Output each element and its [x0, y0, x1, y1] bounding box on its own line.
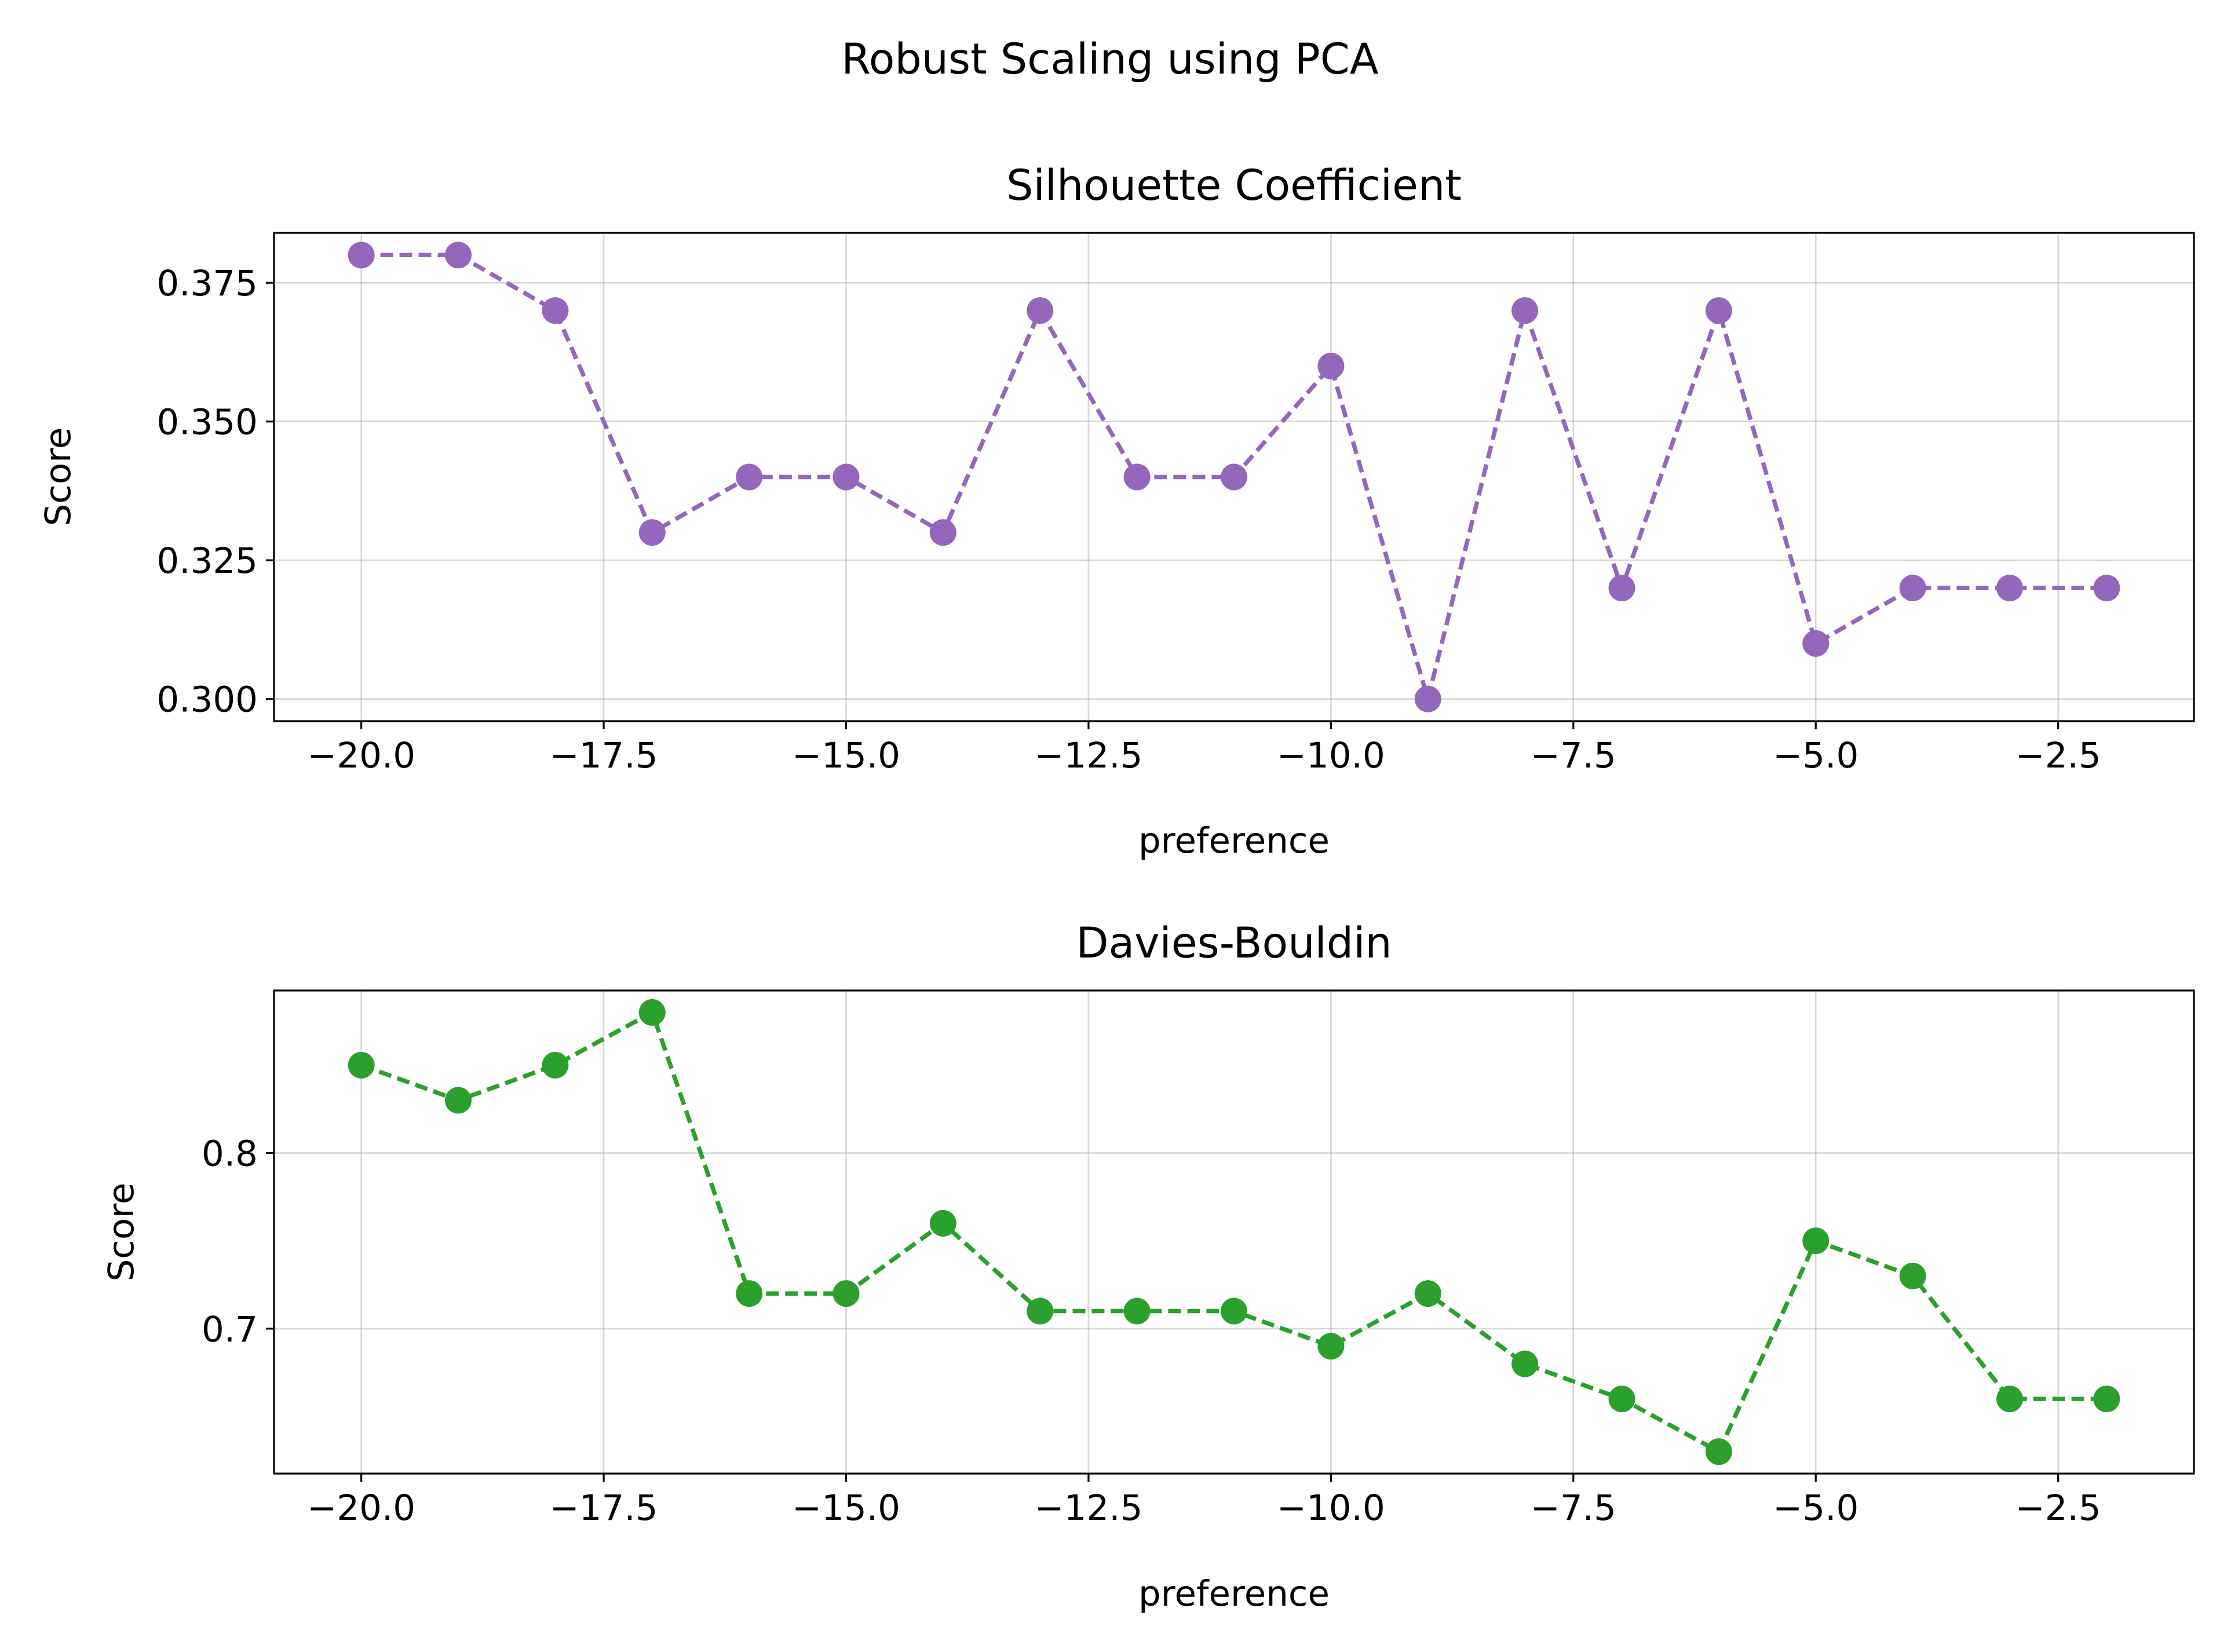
davies-bouldin-x-tick-label: −15.0 [792, 1487, 900, 1529]
davies-bouldin-plot-frame [273, 989, 2195, 1475]
silhouette-data-point [1899, 575, 1926, 602]
davies-bouldin-data-point [736, 1280, 763, 1307]
silhouette-data-point [638, 519, 666, 546]
silhouette-x-tick-label: −7.5 [1531, 735, 1616, 776]
davies-bouldin-data-point [1705, 1438, 1732, 1465]
silhouette-series [348, 242, 2120, 712]
davies-bouldin-data-point [1996, 1386, 2023, 1413]
davies-bouldin-data-point [1221, 1298, 1247, 1325]
davies-bouldin-series [348, 999, 2120, 1465]
figure-suptitle: Robust Scaling using PCA [841, 35, 1379, 84]
silhouette-data-point [1705, 297, 1732, 324]
silhouette-data-point [736, 463, 763, 491]
davies-bouldin-title: Davies-Bouldin [1076, 919, 1392, 968]
silhouette-data-point [1608, 575, 1635, 602]
silhouette-data-point [929, 519, 956, 546]
davies-bouldin-x-tick-label: −7.5 [1531, 1487, 1616, 1529]
silhouette-data-point [2093, 575, 2120, 602]
silhouette-x-axis: −20.0 −17.5 −15.0 −12.5 −10.0 −7.5 −5.0 −2.5 [307, 721, 2101, 776]
davies-bouldin-x-tick-label: −10.0 [1277, 1487, 1385, 1529]
silhouette-data-point [1317, 352, 1345, 379]
davies-bouldin-data-point [1414, 1280, 1441, 1307]
silhouette-x-tick-label: −15.0 [792, 735, 900, 776]
silhouette-x-tick-label: −12.5 [1034, 735, 1142, 776]
silhouette-data-point [1511, 297, 1539, 324]
silhouette-data-point [348, 242, 375, 269]
davies-bouldin-x-tick-label: −17.5 [550, 1487, 658, 1529]
silhouette-y-tick-label: 0.300 [156, 679, 258, 721]
silhouette-x-tick-label: −17.5 [550, 735, 658, 776]
davies-bouldin-data-point [2093, 1386, 2120, 1413]
silhouette-data-point [1996, 575, 2023, 602]
davies-bouldin-y-tick-label: 0.7 [202, 1309, 258, 1350]
silhouette-y-tick-label: 0.325 [156, 540, 258, 582]
silhouette-data-point [1221, 463, 1247, 491]
silhouette-x-tick-label: −5.0 [1773, 735, 1858, 776]
silhouette-data-point [1802, 630, 1830, 657]
davies-bouldin-data-point [542, 1051, 569, 1079]
davies-bouldin-grid [274, 991, 2194, 1474]
davies-bouldin-y-tick-label: 0.8 [202, 1134, 258, 1175]
davies-bouldin-data-point [1027, 1298, 1054, 1325]
silhouette-y-label: Score [38, 427, 79, 527]
silhouette-data-point [1414, 685, 1441, 712]
davies-bouldin-x-axis: −20.0 −17.5 −15.0 −12.5 −10.0 −7.5 −5.0 −2.5 [307, 1474, 2101, 1529]
davies-bouldin-data-point [348, 1051, 375, 1079]
silhouette-x-label: preference [1138, 820, 1330, 861]
davies-bouldin-x-tick-label: −12.5 [1034, 1487, 1142, 1529]
silhouette-subplot: Silhouette Coefficient −20.0 −17.5 −15.0 −1… [38, 161, 2195, 861]
silhouette-y-axis: 0.300 0.325 0.350 0.375 [156, 263, 274, 721]
davies-bouldin-data-point [832, 1280, 860, 1307]
davies-bouldin-data-point [929, 1209, 956, 1237]
silhouette-data-point [832, 463, 860, 491]
davies-bouldin-x-tick-label: −20.0 [307, 1487, 415, 1529]
silhouette-plot-frame [273, 232, 2195, 722]
silhouette-x-tick-label: −20.0 [307, 735, 415, 776]
davies-bouldin-data-point [1802, 1227, 1830, 1255]
silhouette-grid [274, 233, 2194, 721]
davies-bouldin-data-point [638, 999, 666, 1026]
davies-bouldin-data-point [1899, 1262, 1926, 1289]
davies-bouldin-data-point [445, 1087, 472, 1114]
silhouette-x-tick-label: −10.0 [1277, 735, 1385, 776]
silhouette-data-point [1123, 463, 1151, 491]
silhouette-title: Silhouette Coefficient [1006, 161, 1462, 210]
davies-bouldin-x-tick-label: −2.5 [2015, 1487, 2101, 1529]
silhouette-x-tick-label: −2.5 [2015, 735, 2101, 776]
davies-bouldin-subplot: Davies-Bouldin −20.0 −17.5 −15.0 −12.5 −10.0… [101, 919, 2195, 1614]
silhouette-y-tick-label: 0.375 [156, 263, 258, 304]
davies-bouldin-data-point [1123, 1298, 1151, 1325]
davies-bouldin-y-axis: 0.7 0.8 [202, 1134, 274, 1350]
davies-bouldin-y-label: Score [101, 1183, 142, 1282]
silhouette-data-point [1027, 297, 1054, 324]
davies-bouldin-data-point [1608, 1386, 1635, 1413]
silhouette-data-point [445, 242, 472, 269]
davies-bouldin-data-point [1317, 1333, 1345, 1360]
davies-bouldin-x-label: preference [1138, 1573, 1330, 1614]
silhouette-data-point [542, 297, 569, 324]
davies-bouldin-data-point [1511, 1350, 1539, 1377]
silhouette-y-tick-label: 0.350 [156, 402, 258, 443]
davies-bouldin-x-tick-label: −5.0 [1773, 1487, 1858, 1529]
